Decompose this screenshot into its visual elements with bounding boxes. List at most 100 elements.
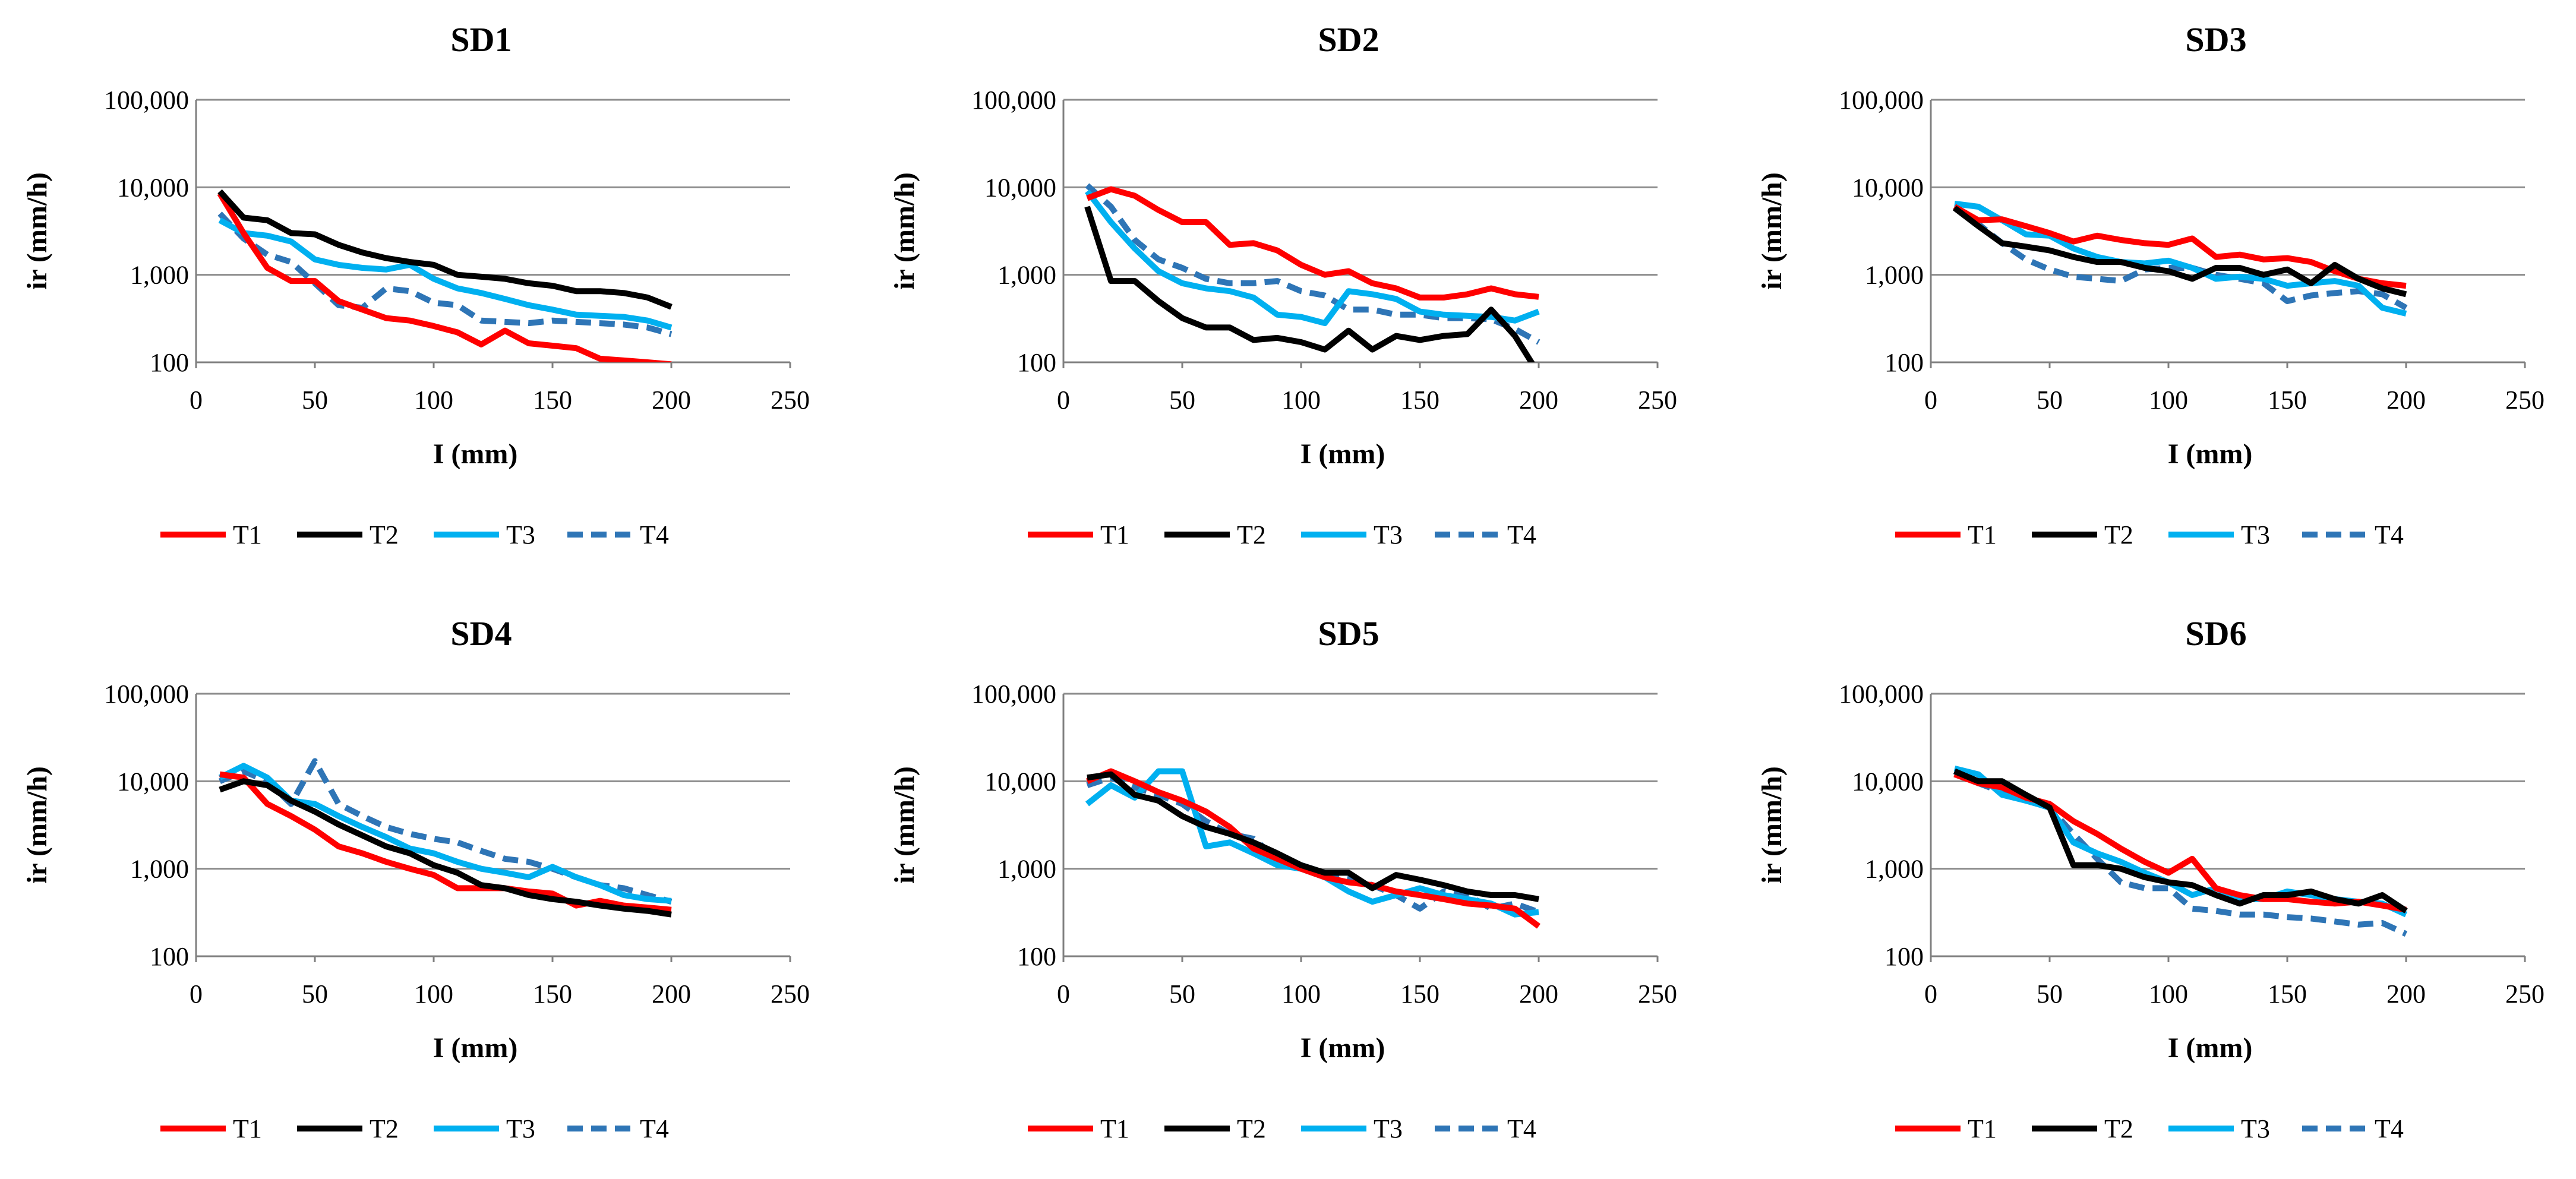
y-axis-label: ir (mm/h) (889, 766, 920, 884)
y-tick-label: 100,000 (104, 86, 189, 115)
series-line-t1 (1086, 768, 1540, 929)
series-line-t3 (218, 217, 673, 331)
series-line-t2 (1953, 768, 2408, 914)
legend-label: T1 (1968, 520, 1997, 549)
x-tick-label: 100 (1281, 385, 1321, 415)
legend-label: T3 (2241, 1114, 2270, 1143)
chart-panel-sd6: SD6 100 1,000 10,000 100,000 0 50 100 150 200 250 I… (1735, 594, 2576, 1179)
legend-label: T3 (506, 1114, 535, 1143)
y-tick-label: 10,000 (984, 173, 1056, 202)
series-line-t4 (1085, 183, 1540, 345)
series-line-t2 (217, 189, 673, 310)
y-tick-label: 10,000 (1852, 767, 1924, 796)
y-tick-label: 1,000 (1865, 261, 1924, 290)
x-tick-label: 50 (2037, 979, 2063, 1009)
legend-label: T1 (233, 1114, 262, 1143)
y-tick-label: 100 (1884, 348, 1924, 377)
x-axis-label: I (mm) (2168, 1032, 2253, 1064)
legend-label: T2 (1237, 520, 1266, 549)
legend-label: T2 (2104, 520, 2133, 549)
x-tick-label: 200 (1519, 979, 1558, 1009)
x-tick-label: 200 (2386, 385, 2426, 415)
y-tick-label: 100 (1017, 348, 1056, 377)
series-line-t4 (217, 211, 673, 337)
chart-svg: SD6 100 1,000 10,000 100,000 0 50 100 150 200 250 I… (1756, 614, 2545, 1143)
legend-label: T4 (640, 1114, 669, 1143)
series-line-t3 (1085, 189, 1540, 327)
series-line-t1 (217, 192, 672, 362)
chart-svg: SD3 100 1,000 10,000 100,000 0 50 100 150 200 250 I… (1756, 20, 2545, 549)
y-tick-label: 10,000 (984, 767, 1056, 796)
x-tick-label: 150 (2268, 979, 2307, 1009)
x-axis-label: I (mm) (433, 1032, 518, 1064)
y-tick-label: 100,000 (971, 86, 1056, 115)
y-axis-label: ir (mm/h) (889, 172, 920, 290)
x-tick-label: 150 (2268, 385, 2307, 415)
legend-label: T4 (1507, 1114, 1536, 1143)
x-tick-label: 200 (652, 385, 691, 415)
y-tick-label: 100,000 (1839, 86, 1924, 115)
series-line-t3 (1954, 200, 2407, 317)
y-tick-label: 1,000 (130, 855, 189, 884)
x-tick-label: 250 (2505, 385, 2545, 415)
legend-label: T1 (1100, 1114, 1129, 1143)
y-tick-label: 10,000 (1852, 173, 1924, 202)
y-tick-label: 100,000 (104, 679, 189, 709)
x-axis-label: I (mm) (433, 438, 518, 470)
legend-label: T4 (640, 520, 669, 549)
x-tick-label: 50 (302, 385, 328, 415)
chart-title: SD1 (450, 20, 512, 59)
legend-label: T4 (2375, 520, 2404, 549)
y-tick-label: 1,000 (1865, 855, 1924, 884)
x-axis-label: I (mm) (1300, 1032, 1385, 1064)
series-line-t2 (1087, 771, 1539, 902)
legend-label: T3 (506, 520, 535, 549)
y-axis-label: ir (mm/h) (1756, 172, 1788, 290)
series-line-t1 (1086, 186, 1539, 301)
y-tick-label: 100 (1884, 942, 1924, 971)
legend-label: T3 (1374, 1114, 1403, 1143)
x-tick-label: 0 (190, 979, 203, 1009)
legend-label: T2 (370, 520, 399, 549)
series-line-t2 (219, 778, 672, 918)
x-tick-label: 0 (1057, 979, 1070, 1009)
chart-panel-sd3: SD3 100 1,000 10,000 100,000 0 50 100 150 200 250 I… (1735, 0, 2576, 585)
x-tick-label: 0 (190, 385, 203, 415)
series-line-t2 (1952, 206, 2407, 298)
x-tick-label: 250 (2505, 979, 2545, 1009)
x-tick-label: 150 (1400, 385, 1439, 415)
x-tick-label: 200 (2386, 979, 2426, 1009)
chart-title: SD2 (1318, 20, 1379, 59)
chart-panel-sd4: SD4 100 1,000 10,000 100,000 0 50 100 150 200 250 I… (0, 594, 858, 1179)
chart-svg: SD5 100 1,000 10,000 100,000 0 50 100 150 200 250 I… (889, 614, 1677, 1143)
y-tick-label: 1,000 (997, 261, 1056, 290)
y-tick-label: 100 (150, 942, 189, 971)
x-tick-label: 50 (302, 979, 328, 1009)
series-line-t2 (1084, 206, 1535, 362)
y-tick-label: 100,000 (971, 679, 1056, 709)
y-tick-label: 10,000 (117, 767, 189, 796)
y-tick-label: 100 (150, 348, 189, 377)
x-tick-label: 150 (1400, 979, 1439, 1009)
y-tick-label: 1,000 (130, 261, 189, 290)
legend-label: T2 (2104, 1114, 2133, 1143)
chart-title: SD4 (450, 614, 512, 653)
x-tick-label: 0 (1924, 979, 1937, 1009)
series-line-t1 (219, 771, 672, 913)
y-tick-label: 100 (1017, 942, 1056, 971)
x-tick-label: 50 (1169, 385, 1195, 415)
chart-panel-sd1: SD1 100 1,000 10,000 100,000 0 50 100 150 200 250 I… (0, 0, 858, 585)
chart-panel-sd2: SD2 100 1,000 10,000 100,000 0 50 100 150 200 250 I… (867, 0, 1726, 585)
x-axis-label: I (mm) (1300, 438, 1385, 470)
x-tick-label: 150 (533, 385, 572, 415)
x-tick-label: 100 (2149, 979, 2188, 1009)
y-tick-label: 10,000 (117, 173, 189, 202)
x-tick-label: 100 (414, 385, 453, 415)
x-tick-label: 0 (1057, 385, 1070, 415)
chart-title: SD5 (1318, 614, 1379, 653)
legend-label: T2 (1237, 1114, 1266, 1143)
x-axis-label: I (mm) (2168, 438, 2253, 470)
y-tick-label: 1,000 (997, 855, 1056, 884)
chart-title: SD6 (2185, 614, 2246, 653)
